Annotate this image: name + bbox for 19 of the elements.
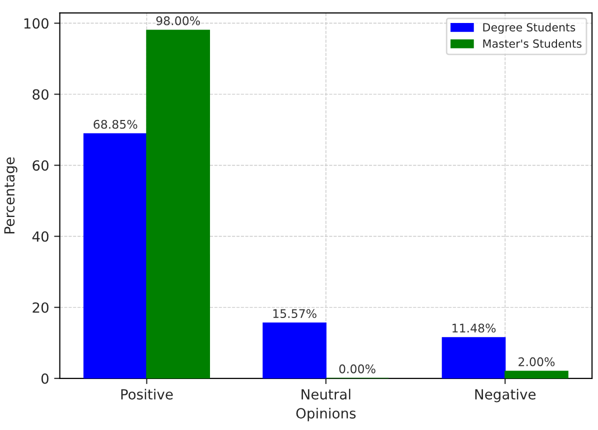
y-tick-label: 0	[41, 373, 48, 384]
y-axis-title: Percentage	[4, 157, 18, 234]
x-tick-label: Neutral	[302, 388, 350, 400]
data-label: 2.00%	[518, 357, 555, 366]
y-tick-label: 60	[32, 160, 48, 171]
y-tick-label: 20	[32, 302, 48, 313]
y-tick-label: 100	[24, 18, 48, 29]
data-label: 15.57%	[273, 309, 316, 318]
data-label: 68.85%	[94, 120, 138, 129]
x-tick-label: Positive	[121, 388, 173, 400]
legend-label: Degree Students	[483, 22, 576, 34]
x-axis-title: Opinions	[296, 408, 356, 422]
data-label: 11.48%	[452, 324, 496, 333]
x-tick-label: Negative	[475, 388, 536, 402]
legend-label: Master's Students	[483, 39, 582, 48]
data-label: 98.00%	[156, 16, 200, 26]
data-label: 0.00%	[339, 364, 376, 374]
y-tick-label: 80	[32, 89, 48, 100]
y-tick-label: 40	[32, 231, 48, 242]
